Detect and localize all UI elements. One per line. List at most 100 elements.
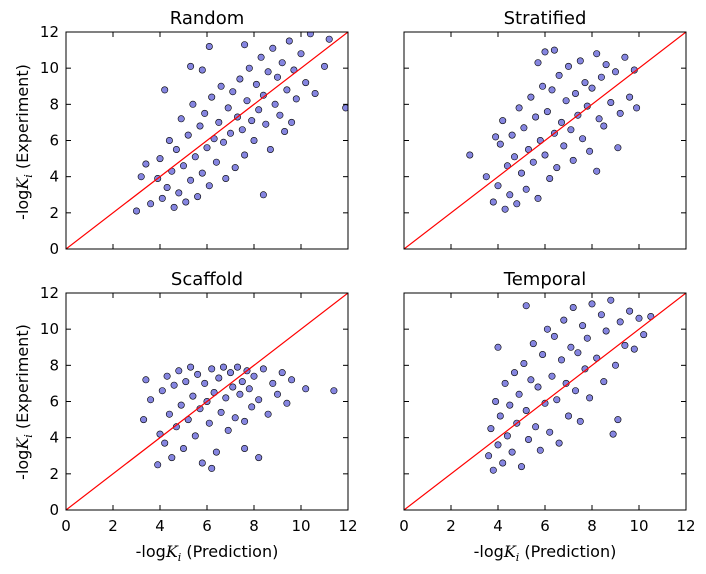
scatter-point [487, 425, 495, 433]
scatter-point [198, 66, 206, 74]
scatter-point [485, 452, 493, 460]
scatter-point [503, 432, 511, 440]
y-tick-label: 2 [49, 465, 59, 483]
scatter-point [311, 90, 319, 98]
scatter-point [597, 73, 605, 81]
scatter-point [600, 378, 608, 386]
reference-line [404, 32, 686, 249]
scatter-point [283, 86, 291, 94]
scatter-point [616, 109, 624, 117]
plot-area [404, 32, 686, 249]
scatter-point [158, 194, 166, 202]
x-axis-label-left: -logKi (Prediction) [136, 542, 279, 564]
scatter-point [508, 448, 516, 456]
scatter-point [187, 62, 195, 70]
scatter-point [520, 359, 528, 367]
scatter-point [194, 370, 202, 378]
scatter-point [187, 176, 195, 184]
scatter-point [635, 314, 643, 322]
plot-area [404, 293, 686, 510]
scatter-point [529, 158, 537, 166]
scatter-point [175, 367, 183, 375]
scatter-point [532, 423, 540, 431]
x-tick-label: 0 [61, 517, 71, 535]
scatter-point [276, 111, 284, 119]
scatter-point [534, 194, 542, 202]
scatter-point [494, 343, 502, 351]
scatter-point [229, 88, 237, 96]
scatter-point [231, 164, 239, 172]
scatter-point [541, 151, 549, 159]
scatter-point [489, 466, 497, 474]
scatter-point [262, 120, 270, 128]
subplot-random: 0 2 4 6 8 10 12 Random [40, 8, 349, 258]
scatter-point [325, 35, 333, 43]
scatter-point [611, 68, 619, 76]
scatter-point [539, 350, 547, 358]
scatter-point [278, 369, 286, 377]
scatter-point [522, 185, 530, 193]
scatter-point [266, 146, 274, 154]
scatter-point [281, 128, 289, 136]
scatter-point [602, 327, 610, 335]
scatter-point [170, 203, 178, 211]
scatter-point [208, 365, 216, 373]
scatter-point [248, 403, 256, 411]
scatter-point [567, 343, 575, 351]
scatter-point [227, 129, 235, 137]
scatter-point [264, 410, 272, 418]
scatter-point [302, 79, 310, 87]
scatter-point [588, 84, 596, 92]
scatter-point [499, 459, 507, 467]
scatter-point [182, 378, 190, 386]
scatter-point [142, 376, 150, 384]
scatter-point [593, 50, 601, 58]
scatter-point [567, 126, 575, 134]
scatter-point [182, 198, 190, 206]
scatter-point [288, 118, 296, 126]
scatter-point [236, 390, 244, 398]
x-tick-label: 6 [540, 517, 550, 535]
scatter-point [571, 90, 579, 98]
y-axis-label-top: -logKi (Experiment) [13, 64, 35, 220]
scatter-point [522, 302, 530, 310]
scatter-point [154, 461, 162, 469]
scatter-point [548, 372, 556, 380]
scatter-point [581, 79, 589, 87]
scatter-point [517, 463, 525, 471]
scatter-point [602, 61, 610, 69]
scatter-point [201, 109, 209, 117]
scatter-point [137, 173, 145, 181]
scatter-point [626, 307, 634, 315]
scatter-point [506, 191, 514, 199]
scatter-point [283, 399, 291, 407]
scatter-point [165, 410, 173, 418]
scatter-point [555, 71, 563, 79]
scatter-point [215, 374, 223, 382]
scatter-point [543, 108, 551, 116]
scatter-point [255, 454, 263, 462]
scatter-point [147, 200, 155, 208]
scatter-point [536, 446, 544, 454]
scatter-point [510, 369, 518, 377]
scatter-point [557, 118, 565, 126]
x-tick-label: 0 [399, 517, 409, 535]
scatter-point [194, 193, 202, 201]
scatter-point [306, 32, 314, 38]
scatter-point [198, 169, 206, 177]
scatter-point [285, 37, 293, 45]
scatter-point [611, 361, 619, 369]
subplot-title: Random [170, 8, 245, 29]
subplot-title: Scaffold [171, 269, 243, 290]
subplot-temporal: 0 2 4 6 8 10 12 Temporal [399, 269, 695, 535]
y-tick-label: 10 [40, 59, 59, 77]
scatter-point [271, 100, 279, 108]
scatter-point [234, 363, 242, 371]
reference-line [66, 32, 348, 249]
scatter-point [238, 378, 246, 386]
scatter-point [548, 86, 556, 94]
scatter-point [205, 419, 213, 427]
scatter-point [245, 385, 253, 393]
scatter-point [534, 59, 542, 67]
scatter-point [215, 118, 223, 126]
